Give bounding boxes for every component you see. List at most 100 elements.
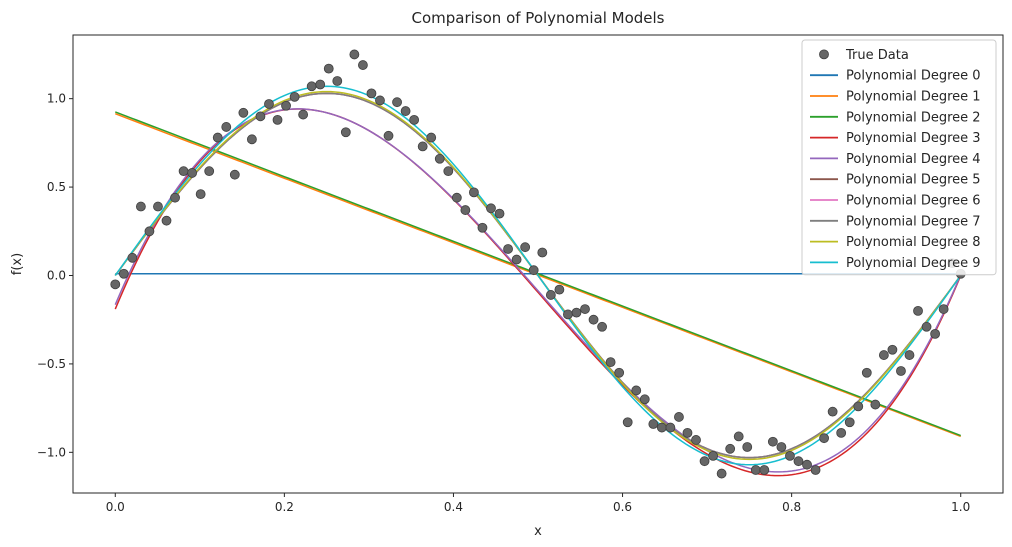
data-point xyxy=(776,442,787,452)
x-tick-label: 1.0 xyxy=(951,500,970,514)
data-point xyxy=(878,350,889,360)
x-tick-label: 0.0 xyxy=(106,500,125,514)
data-point xyxy=(588,314,599,325)
y-axis: −1.0 −0.5 0.0 0.5 1.0 xyxy=(37,92,73,459)
y-axis-label: f(x) xyxy=(10,253,25,275)
data-point xyxy=(861,367,872,378)
data-point xyxy=(674,412,684,422)
data-point xyxy=(767,436,778,447)
data-point xyxy=(571,307,582,318)
legend-marker-true-data xyxy=(819,49,829,60)
data-point xyxy=(785,450,795,461)
data-point xyxy=(665,422,676,433)
data-point xyxy=(528,265,539,276)
data-point xyxy=(238,107,249,118)
data-point xyxy=(537,247,548,258)
data-point xyxy=(272,114,283,125)
data-point xyxy=(733,431,744,442)
data-point xyxy=(153,201,163,212)
data-point xyxy=(229,169,240,180)
data-point xyxy=(580,304,590,314)
data-point xyxy=(392,97,402,108)
data-point xyxy=(793,456,804,467)
data-point xyxy=(870,399,881,410)
x-tick-label: 0.2 xyxy=(275,500,294,514)
data-point xyxy=(827,406,838,417)
data-point xyxy=(836,427,847,438)
data-point xyxy=(486,203,496,214)
data-point xyxy=(853,401,864,412)
data-point xyxy=(597,321,607,332)
legend-label-degree-1: Polynomial Degree 1 xyxy=(846,90,981,105)
data-point xyxy=(332,76,343,86)
data-point xyxy=(648,419,659,429)
data-point xyxy=(246,134,257,145)
data-point xyxy=(118,268,129,279)
legend-label-degree-3: Polynomial Degree 3 xyxy=(846,131,981,146)
x-axis-label: x xyxy=(534,524,542,539)
data-point xyxy=(204,166,215,177)
data-point xyxy=(383,130,394,141)
data-point xyxy=(656,422,667,433)
data-point xyxy=(759,465,770,475)
data-point xyxy=(110,279,121,290)
data-point xyxy=(195,189,206,200)
data-point xyxy=(366,88,377,99)
data-point xyxy=(315,79,326,90)
legend-box xyxy=(801,39,997,276)
data-point xyxy=(161,215,172,226)
x-axis: 0.0 0.2 0.4 0.6 0.8 1.0 xyxy=(106,493,970,514)
y-tick-label: 1.0 xyxy=(47,92,66,106)
y-tick-label: 0.5 xyxy=(47,180,66,194)
x-tick-label: 0.4 xyxy=(444,500,463,514)
data-point xyxy=(409,114,420,125)
y-tick-label: 0.0 xyxy=(47,268,66,282)
data-point xyxy=(460,205,471,215)
data-point xyxy=(417,141,428,152)
data-point xyxy=(716,468,727,479)
data-point xyxy=(725,443,736,454)
data-point xyxy=(622,417,633,428)
x-tick-label: 0.8 xyxy=(782,500,801,514)
data-point xyxy=(810,465,821,475)
legend-label-degree-6: Polynomial Degree 6 xyxy=(846,194,981,209)
data-point xyxy=(443,166,454,177)
data-point xyxy=(340,127,351,138)
data-point xyxy=(400,106,411,116)
data-point xyxy=(708,450,718,461)
data-point xyxy=(639,394,650,405)
data-point xyxy=(844,417,855,428)
data-point xyxy=(426,132,437,143)
plot-frame xyxy=(72,34,1004,494)
data-point xyxy=(298,109,309,120)
data-point xyxy=(563,309,573,320)
legend-label-degree-7: Polynomial Degree 7 xyxy=(846,214,981,229)
data-point xyxy=(127,252,138,263)
data-point xyxy=(451,192,462,203)
scatter-layer xyxy=(110,49,966,479)
data-point xyxy=(375,95,385,106)
chart-title: Comparison of Polynomial Models xyxy=(412,9,665,27)
data-point xyxy=(494,208,505,219)
data-point xyxy=(614,367,625,378)
data-point xyxy=(545,290,556,300)
legend-label-degree-0: Polynomial Degree 0 xyxy=(846,69,981,84)
legend-label-degree-8: Polynomial Degree 8 xyxy=(846,235,981,250)
data-point xyxy=(221,122,232,132)
data-point xyxy=(281,100,291,111)
data-point xyxy=(289,91,300,102)
data-point xyxy=(212,132,223,143)
data-point xyxy=(349,49,360,60)
y-tick-label: −0.5 xyxy=(37,357,66,371)
legend-label-degree-2: Polynomial Degree 2 xyxy=(846,110,981,125)
data-point xyxy=(605,357,616,368)
data-point xyxy=(682,427,693,438)
data-point xyxy=(913,305,923,316)
y-tick-label: −1.0 xyxy=(37,445,66,459)
data-point xyxy=(930,328,941,339)
data-point xyxy=(938,304,949,314)
data-point xyxy=(323,63,334,74)
data-point xyxy=(264,99,274,109)
data-point xyxy=(631,385,642,396)
